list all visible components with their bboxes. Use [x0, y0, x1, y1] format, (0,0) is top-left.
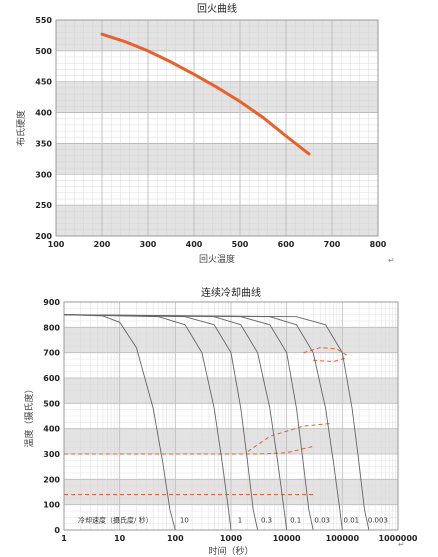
tempering-chart: 100 200 300 400 500 600 700 800 200 250 300 350 400 4…	[0, 0, 438, 272]
cooling-curve-line	[63, 314, 259, 531]
y-tick-label: 500	[35, 47, 52, 56]
cooling-curve-line	[63, 314, 314, 531]
y-tick-label: 450	[35, 78, 52, 87]
return-mark-2: ↵	[398, 540, 405, 549]
x-tick-label: 100000	[326, 534, 360, 543]
x-tick-label: 1	[61, 534, 67, 543]
y-axis-label: 温度（摄氏度）	[23, 384, 35, 447]
cooling-curve-line	[63, 314, 343, 531]
x-tick-label: 1000	[220, 534, 243, 543]
y-tick-label: 250	[35, 201, 52, 210]
y-tick-label: 900	[43, 298, 60, 307]
x-tick-label: 10000	[273, 534, 301, 543]
y-tick-label: 800	[43, 323, 60, 332]
cooling-rate-label: 0.01	[344, 516, 360, 524]
x-tick-label: 1000000	[379, 534, 418, 543]
y-tick-label: 350	[35, 139, 52, 148]
y-axis-label: 布氏硬度	[15, 110, 27, 146]
x-tick-label: 600	[278, 240, 295, 249]
chart-band	[56, 205, 378, 236]
x-axis-label: 回火温度	[199, 253, 235, 265]
cooling-rate-label: 1	[238, 516, 242, 524]
plot-frame	[55, 19, 379, 237]
y-tick-label: 100	[43, 501, 60, 510]
x-tick-label: 200	[94, 240, 111, 249]
cooling-rate-label: 0.03	[314, 516, 330, 524]
cooling-chart-svg: 1 10 100 1000 10000 100000 1000000 0 100 200 300 40…	[23, 286, 418, 557]
cooling-rate-label: 10	[180, 516, 189, 524]
x-tick-label: 400	[186, 240, 203, 249]
y-tick-label: 500	[43, 399, 60, 408]
x-tick-label: 300	[140, 240, 157, 249]
y-tick-label: 200	[35, 232, 52, 241]
cooling-chart: 1 10 100 1000 10000 100000 1000000 0 100 200 300 40…	[0, 284, 438, 557]
cooling-curve-line	[63, 314, 176, 531]
x-tick-label: 500	[232, 240, 249, 249]
y-tick-label: 600	[43, 374, 60, 383]
transformation-dashed-line	[313, 357, 347, 363]
cooling-rate-label: 0.003	[368, 516, 388, 524]
x-tick-label: 800	[370, 240, 387, 249]
chart-title: 回火曲线	[197, 2, 237, 15]
x-tick-label: 700	[324, 240, 341, 249]
cooling-curve-line	[63, 314, 288, 531]
y-tick-label: 0	[54, 526, 60, 535]
y-tick-label: 550	[35, 16, 52, 25]
cooling-rate-label: 0.1	[290, 516, 301, 524]
y-tick-label: 300	[35, 170, 52, 179]
x-tick-label: 100	[167, 534, 184, 543]
cooling-rate-caption: 冷却速度（摄氏度/ 秒）	[78, 515, 153, 524]
chart-title: 连续冷却曲线	[201, 286, 261, 299]
y-tick-label: 300	[43, 450, 60, 459]
y-tick-label: 200	[43, 475, 60, 484]
tempering-series-line	[100, 32, 311, 156]
x-tick-label: 100	[48, 240, 65, 249]
return-mark: ↵	[388, 256, 395, 265]
cooling-rate-label: 0.3	[261, 516, 272, 524]
cooling-curve-line	[63, 314, 370, 531]
tempering-chart-svg: 100 200 300 400 500 600 700 8002002503003504004…	[15, 2, 387, 265]
transformation-dashed-line	[247, 423, 331, 452]
chart-band	[56, 143, 378, 175]
x-tick-label: 10	[114, 534, 126, 543]
y-tick-label: 400	[35, 109, 52, 118]
x-axis-label: 时间（秒）	[208, 545, 253, 557]
y-tick-label: 700	[43, 349, 60, 358]
y-tick-label: 400	[43, 425, 60, 434]
cooling-curve-line	[63, 314, 232, 531]
